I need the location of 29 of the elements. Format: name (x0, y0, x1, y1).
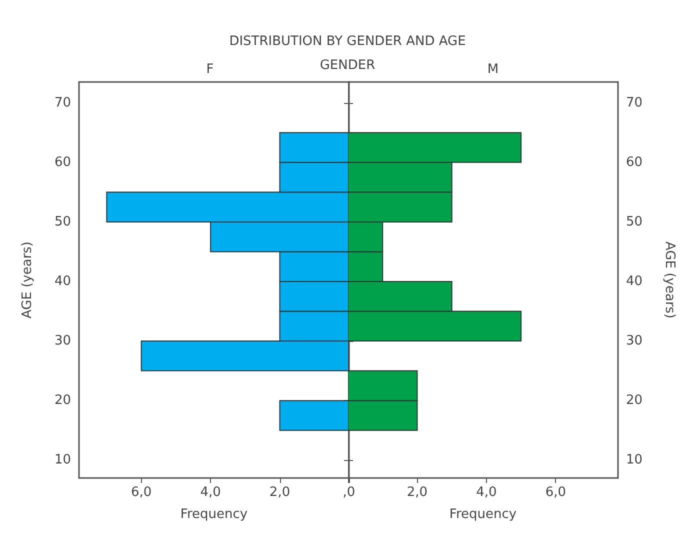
text: GENDER (320, 58, 376, 73)
x-tick-label: 4,0 (200, 485, 221, 500)
x-tick-label: 6,0 (130, 485, 152, 500)
y-tick-label: 60 (626, 154, 643, 170)
x-tick-label: ,0 (342, 485, 356, 500)
y-tick-label: 70 (54, 95, 71, 110)
y-tick-label: 30 (626, 334, 643, 349)
x-tick-label: 6,0 (545, 485, 566, 500)
y-axis-title: AGE (years) (20, 241, 35, 319)
y-tick-label: 50 (54, 214, 71, 230)
x-tick-label: 4,0 (476, 485, 497, 500)
y-axis-title: AGE (years) (662, 241, 677, 319)
chart-title: F (206, 62, 214, 77)
y-tick-label: 10 (626, 452, 643, 468)
x-axis-title: Frequency (449, 507, 517, 522)
y-tick-label: 20 (54, 393, 71, 408)
y-tick-label: 40 (54, 274, 71, 289)
x-axis-title: Frequency (180, 507, 248, 522)
y-tick-label: 20 (626, 393, 643, 408)
y-tick-label: 10 (54, 452, 71, 468)
y-tick-label: 70 (626, 95, 643, 110)
y-tick-label: 60 (54, 154, 71, 170)
y-tick-label: 30 (54, 334, 71, 349)
x-tick-label: 2,0 (406, 485, 428, 500)
chart-title: M (487, 62, 499, 77)
y-tick-label: 40 (626, 274, 643, 289)
text: DISTRIBUTION BY GENDER AND AGE (228, 34, 467, 49)
x-tick-label: 2,0 (269, 485, 290, 500)
y-tick-label: 50 (626, 214, 643, 230)
